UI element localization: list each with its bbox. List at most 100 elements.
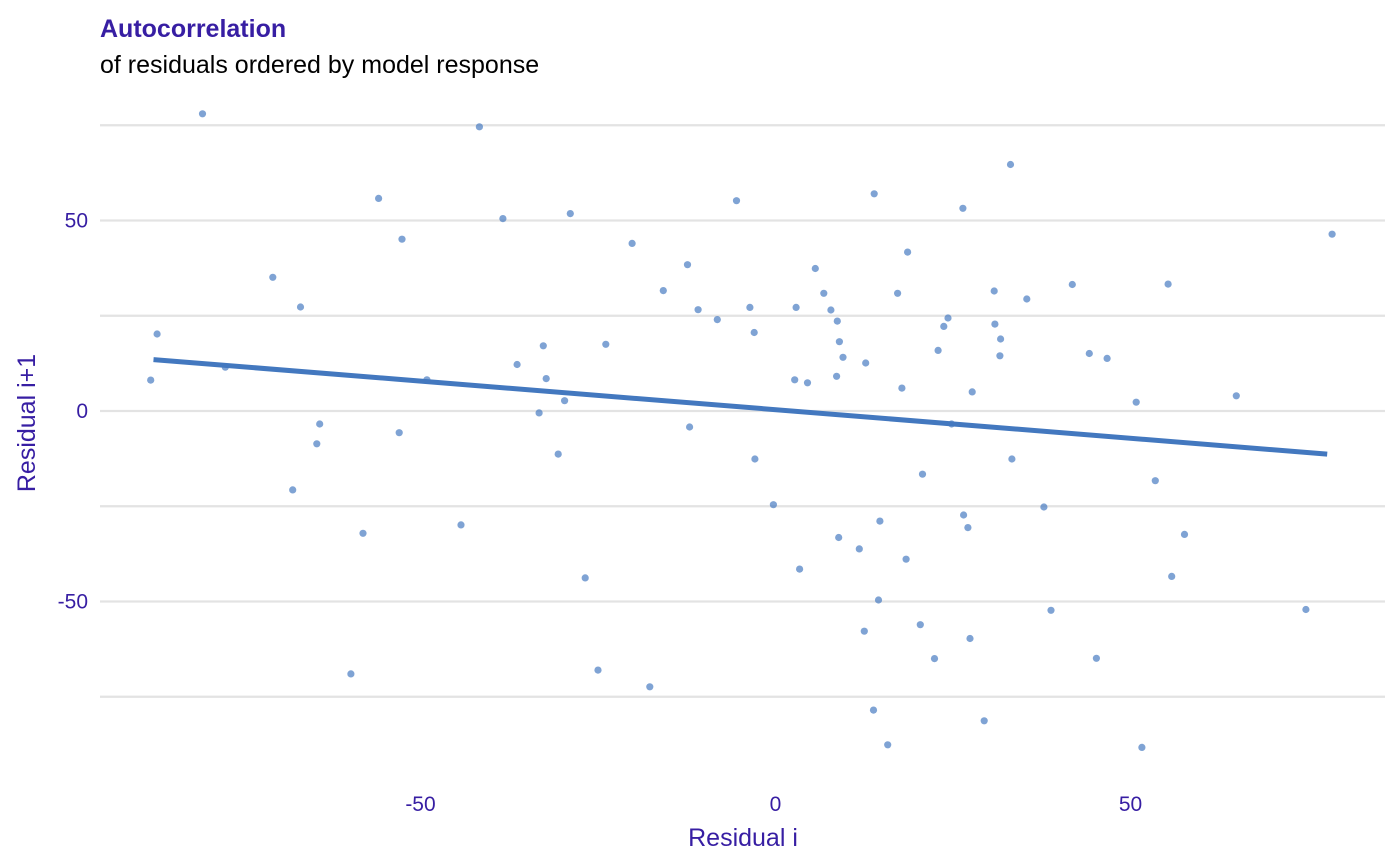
residual-point	[791, 376, 799, 384]
y-tick-label: 50	[65, 210, 88, 233]
residual-point	[827, 306, 835, 314]
residual-point	[874, 596, 883, 604]
residual-point	[581, 574, 589, 582]
residual-point	[313, 440, 321, 448]
residual-point	[359, 529, 367, 537]
residual-point	[833, 317, 841, 325]
residual-point	[1103, 354, 1111, 362]
residual-point	[894, 289, 902, 297]
residual-point	[835, 338, 844, 346]
residual-point	[732, 197, 741, 205]
residual-point	[862, 359, 870, 367]
residual-point	[375, 194, 383, 202]
residual-point	[499, 215, 507, 223]
residual-point	[1180, 530, 1189, 539]
residual-point	[769, 501, 778, 509]
residual-point	[991, 320, 999, 328]
y-axis-title: Residual i+1	[13, 354, 41, 492]
residual-point	[959, 204, 967, 212]
residual-point	[1164, 280, 1172, 288]
residual-point	[535, 409, 543, 417]
residual-point	[1092, 654, 1100, 662]
residual-point	[398, 235, 406, 243]
residual-point	[198, 110, 207, 118]
residual-point	[561, 397, 569, 405]
residual-point	[269, 273, 277, 281]
x-tick-labels: -50 0 50	[405, 793, 1142, 816]
x-axis-title: Residual i	[688, 824, 798, 852]
residual-point	[833, 372, 841, 380]
residual-point	[513, 360, 521, 369]
residual-point	[944, 314, 952, 322]
residual-point	[835, 533, 843, 542]
residual-point	[1008, 455, 1016, 463]
residual-point	[296, 303, 305, 311]
residual-point	[554, 450, 562, 458]
residual-point	[713, 316, 721, 324]
x-tick-label: 0	[770, 793, 782, 816]
residual-point	[751, 455, 759, 463]
residual-point	[686, 423, 694, 431]
residual-point	[997, 335, 1005, 343]
trend-line-group	[153, 357, 1328, 457]
residual-point	[475, 123, 483, 131]
residual-point	[884, 741, 892, 749]
residual-point	[918, 470, 927, 478]
residual-point	[898, 384, 906, 392]
residual-point	[990, 287, 998, 295]
residual-point	[1040, 503, 1048, 511]
residual-point	[457, 521, 465, 529]
residual-point	[916, 621, 924, 629]
residual-point	[566, 210, 574, 218]
residual-point	[968, 388, 976, 396]
residual-point	[1168, 572, 1176, 581]
residual-point	[869, 706, 878, 714]
residual-point	[542, 375, 550, 383]
residual-point	[602, 340, 610, 348]
residual-point	[934, 346, 942, 354]
residual-point	[792, 303, 800, 311]
residual-point	[1085, 349, 1093, 358]
residual-point	[746, 303, 754, 311]
chart-subtitle: of residuals ordered by model response	[100, 51, 539, 79]
residual-point	[855, 545, 863, 553]
residual-point	[902, 555, 910, 563]
residual-point	[796, 565, 804, 573]
y-tick-label: 0	[76, 400, 88, 423]
residual-point	[980, 717, 988, 725]
residual-point	[694, 306, 702, 314]
residual-point	[1006, 160, 1015, 169]
residual-point	[683, 261, 692, 269]
residual-point	[940, 322, 948, 330]
residual-point	[966, 634, 974, 643]
residual-point	[1328, 230, 1336, 238]
y-tick-labels: -50 0 50	[58, 210, 88, 614]
residual-point	[930, 655, 939, 663]
residual-point	[904, 248, 912, 256]
residual-point	[1023, 295, 1031, 303]
residual-point	[646, 683, 654, 691]
residual-points	[147, 110, 1336, 752]
residual-point	[1132, 398, 1140, 406]
residual-point	[839, 353, 847, 361]
residual-point	[147, 376, 155, 384]
trend-line	[153, 357, 1328, 457]
residual-point	[395, 429, 403, 437]
residual-point	[876, 517, 884, 525]
residual-point	[996, 352, 1004, 360]
residual-point	[860, 627, 868, 635]
residual-point	[628, 239, 636, 247]
residual-point	[1302, 605, 1310, 614]
residual-point	[960, 511, 968, 519]
residual-point	[870, 190, 878, 198]
residual-point	[347, 670, 355, 678]
residual-point	[803, 379, 812, 387]
residual-point	[1047, 606, 1055, 614]
residual-point	[659, 287, 667, 295]
residual-point	[811, 264, 819, 273]
residual-point	[1068, 280, 1076, 289]
residual-point	[1232, 392, 1240, 400]
residual-point	[153, 330, 161, 338]
x-tick-label: -50	[405, 793, 435, 816]
